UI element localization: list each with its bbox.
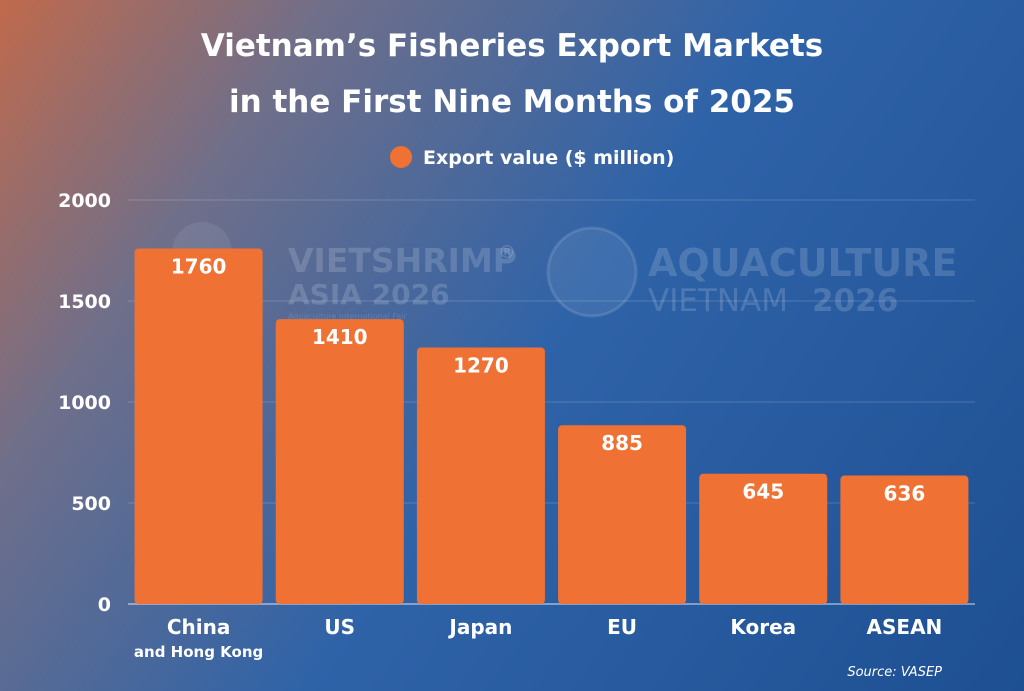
y-tick-label: 1000 — [58, 392, 111, 414]
x-category-label: Japan — [447, 615, 512, 639]
x-category-label: ASEAN — [867, 615, 943, 639]
source-note: Source: VASEP — [847, 665, 942, 680]
watermark-aquaculture-line2b: 2026 — [812, 283, 898, 319]
data-label: 1760 — [171, 254, 227, 278]
bar-korea — [699, 473, 828, 604]
bar-eu — [558, 425, 687, 604]
data-label: 1410 — [312, 325, 368, 349]
watermark-registered-mark: ® — [498, 242, 516, 263]
watermark-aquaculture: AQUACULTURE VIETNAM 2026 — [546, 226, 957, 319]
gridlines — [128, 199, 975, 605]
watermark-aquaculture-line1: AQUACULTURE — [648, 241, 957, 285]
data-label: 885 — [601, 431, 643, 455]
legend-label: Export value ($ million) — [423, 147, 674, 169]
data-label: 1270 — [453, 353, 509, 377]
x-category-label: Korea — [730, 615, 796, 639]
data-label: 636 — [884, 482, 926, 506]
bars — [134, 248, 969, 605]
fish-logo-icon — [546, 226, 638, 318]
x-category-label: China — [167, 615, 231, 639]
y-tick-label: 1500 — [58, 291, 111, 313]
watermark-vietshrimp-line3: Aquaculture International Fair — [288, 312, 407, 321]
watermark-vietshrimp-line2: ASIA 2026 — [288, 278, 450, 311]
x-category-label: US — [324, 615, 355, 639]
legend-marker — [390, 146, 412, 168]
x-axis-categories: China and Hong Kong US Japan EU Korea ASEAN — [134, 615, 942, 661]
data-labels: 1760 1410 1270 885 645 636 — [171, 254, 926, 505]
chart-title-line-2: in the First Nine Months of 2025 — [229, 84, 795, 120]
watermark-vietshrimp-line1: VIETSHRIMP — [288, 241, 517, 280]
data-label: 645 — [742, 480, 784, 504]
y-tick-label: 0 — [98, 594, 111, 616]
watermark-aquaculture-line2a: VIETNAM — [648, 283, 788, 319]
y-tick-label: 2000 — [58, 190, 111, 212]
y-axis-ticks: 0 500 1000 1500 2000 — [58, 190, 111, 616]
bar-japan — [416, 347, 545, 604]
y-tick-label: 500 — [71, 493, 111, 515]
bar-china — [134, 248, 263, 605]
x-category-sublabel: and Hong Kong — [134, 643, 263, 661]
x-category-label: EU — [607, 615, 637, 639]
bar-us — [275, 319, 404, 604]
bar-asean — [840, 475, 969, 604]
chart-title-line-1: Vietnam’s Fisheries Export Markets — [201, 28, 823, 64]
